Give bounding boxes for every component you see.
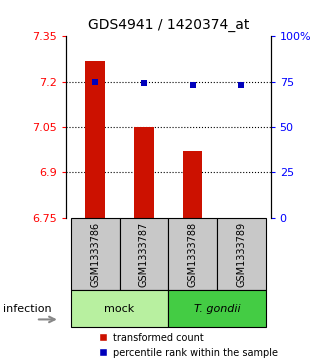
Text: T. gondii: T. gondii (194, 303, 240, 314)
Text: GSM1333786: GSM1333786 (90, 221, 100, 287)
Bar (183, 151, 202, 218)
Bar (71, 290, 168, 327)
Bar (134, 127, 154, 218)
Bar (85, 61, 105, 218)
Bar (71, 218, 119, 290)
Bar (168, 218, 217, 290)
Text: infection: infection (3, 304, 52, 314)
Bar (119, 218, 168, 290)
Text: GSM1333789: GSM1333789 (236, 221, 247, 287)
Text: mock: mock (105, 303, 135, 314)
Text: GSM1333788: GSM1333788 (188, 221, 198, 287)
Legend: transformed count, percentile rank within the sample: transformed count, percentile rank withi… (98, 333, 278, 358)
Bar (217, 218, 266, 290)
Bar (168, 290, 266, 327)
Text: GSM1333787: GSM1333787 (139, 221, 149, 287)
Title: GDS4941 / 1420374_at: GDS4941 / 1420374_at (87, 19, 249, 33)
